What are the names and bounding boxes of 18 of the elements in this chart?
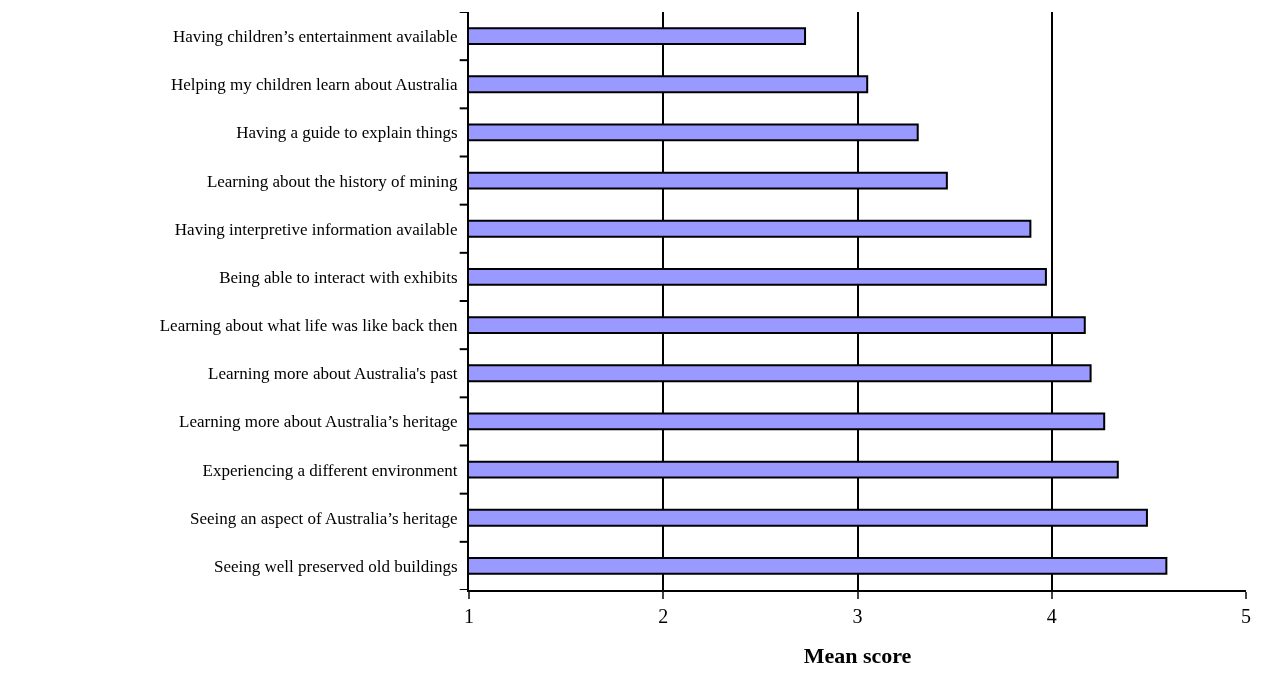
y-tick-label: Having children’s entertainment available <box>172 27 458 47</box>
y-tick-label: Having a guide to explain things <box>236 123 458 143</box>
y-tick-label: Learning more about Australia’s heritage <box>179 412 458 432</box>
x-tick-label: 5 <box>1241 605 1251 627</box>
x-tick-label: 2 <box>658 605 669 627</box>
x-tick-label: 3 <box>852 605 863 627</box>
y-tick-label: Seeing an aspect of Australia’s heritage <box>189 508 458 528</box>
y-tick-label: Having interpretive information available <box>174 219 458 239</box>
y-tick-label: Learning more about Australia's past <box>208 364 458 384</box>
y-tick-label: Learning about what life was like back then <box>159 316 459 336</box>
y-tick-label: Learning about the history of mining <box>206 171 459 191</box>
y-tick-label: Seeing well preserved old buildings <box>213 556 458 576</box>
x-tick-label: 1 <box>464 605 474 627</box>
y-tick-label: Helping my children learn about Australia <box>171 75 459 95</box>
x-tick-label: 4 <box>1046 605 1057 627</box>
x-axis-title: Mean score <box>803 643 912 669</box>
y-tick-label: Being able to interact with exhibits <box>219 267 458 287</box>
y-tick-label: Experiencing a different environment <box>202 460 458 480</box>
